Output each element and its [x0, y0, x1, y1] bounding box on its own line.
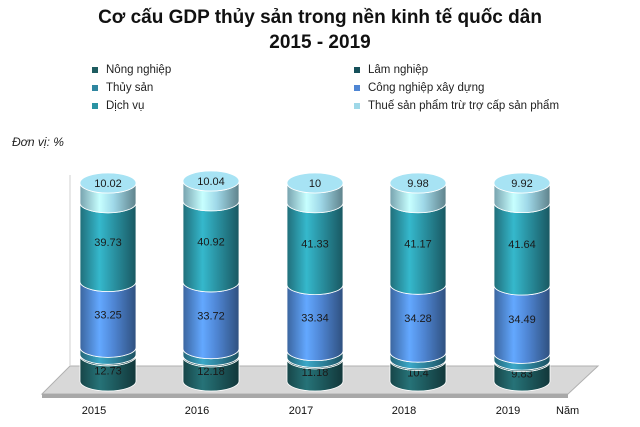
legend-swatch-nong-nghiep	[92, 66, 98, 73]
legend-item-thue: Thuế sản phẩm trừ trợ cấp sản phẩm	[354, 98, 612, 113]
unit-label: Đơn vị: %	[12, 135, 64, 149]
data-label-thue-2019: 9.92	[511, 178, 532, 190]
legend-label-lam-nghiep: Lâm nghiệp	[368, 63, 429, 76]
data-label-thue-2018: 9.98	[407, 178, 428, 190]
chart-title-line-2: 2015 - 2019	[269, 32, 371, 53]
x-axis-unit-label: Năm	[556, 405, 579, 417]
data-label-nong_nghiep-2016: 12.18	[197, 366, 225, 378]
legend-swatch-dich-vu	[92, 102, 98, 109]
legend-item-thuy-san: Thủy sản	[92, 80, 354, 95]
data-label-cong_nghiep-2019: 34.49	[508, 314, 536, 326]
data-label-dich_vu-2019: 41.64	[508, 239, 536, 251]
data-label-cong_nghiep-2017: 33.34	[301, 313, 329, 325]
legend-swatch-thuy-san	[92, 84, 98, 91]
data-label-dich_vu-2018: 41.17	[404, 239, 432, 251]
cylinder-top-2018	[389, 172, 447, 194]
cylinder-top-2016	[182, 170, 240, 192]
data-label-dich_vu-2016: 40.92	[197, 236, 225, 248]
legend-label-thue: Thuế sản phẩm trừ trợ cấp sản phẩm	[368, 99, 560, 112]
legend-swatch-cong-nghiep	[354, 84, 360, 91]
data-label-nong_nghiep-2018: 10.4	[407, 368, 428, 380]
legend-item-nong-nghiep: Nông nghiệp	[92, 62, 354, 77]
data-label-dich_vu-2017: 41.33	[301, 239, 329, 251]
data-label-cong_nghiep-2016: 33.72	[197, 310, 225, 322]
chart-legend: Nông nghiệp Lâm nghiệp Thủy sản Công ngh…	[92, 62, 612, 113]
x-tick-2018: 2018	[392, 405, 416, 417]
legend-label-nong-nghiep: Nông nghiệp	[106, 63, 172, 76]
legend-label-cong-nghiep: Công nghiệp xây dựng	[368, 81, 485, 94]
legend-item-lam-nghiep: Lâm nghiệp	[354, 62, 612, 77]
data-label-cong_nghiep-2015: 33.25	[94, 309, 122, 321]
cylinder-top-2017	[286, 172, 344, 194]
floor-edge	[42, 394, 568, 398]
data-label-cong_nghiep-2018: 34.28	[404, 313, 432, 325]
data-label-thue-2015: 10.02	[94, 178, 122, 190]
data-label-dich_vu-2015: 39.73	[94, 237, 122, 249]
x-tick-2016: 2016	[185, 405, 209, 417]
x-tick-2015: 2015	[82, 405, 106, 417]
legend-swatch-lam-nghiep	[354, 66, 360, 73]
cylinder-top-2019	[493, 172, 551, 194]
data-label-thue-2017: 10	[309, 178, 321, 190]
data-label-thue-2016: 10.04	[197, 176, 225, 188]
x-tick-2017: 2017	[289, 405, 313, 417]
legend-label-dich-vu: Dịch vụ	[106, 99, 145, 112]
legend-item-cong-nghiep: Công nghiệp xây dựng	[354, 80, 612, 95]
x-tick-2019: 2019	[496, 405, 520, 417]
legend-label-thuy-san: Thủy sản	[106, 81, 154, 94]
legend-item-dich-vu: Dịch vụ	[92, 98, 354, 113]
data-label-nong_nghiep-2015: 12.73	[94, 365, 122, 377]
chart-title-line-1: Cơ cấu GDP thủy sản trong nền kinh tế qu…	[98, 7, 542, 28]
legend-swatch-thue	[354, 102, 360, 109]
cylinder-top-2015	[79, 172, 137, 194]
data-label-nong_nghiep-2017: 11.18	[302, 367, 329, 379]
